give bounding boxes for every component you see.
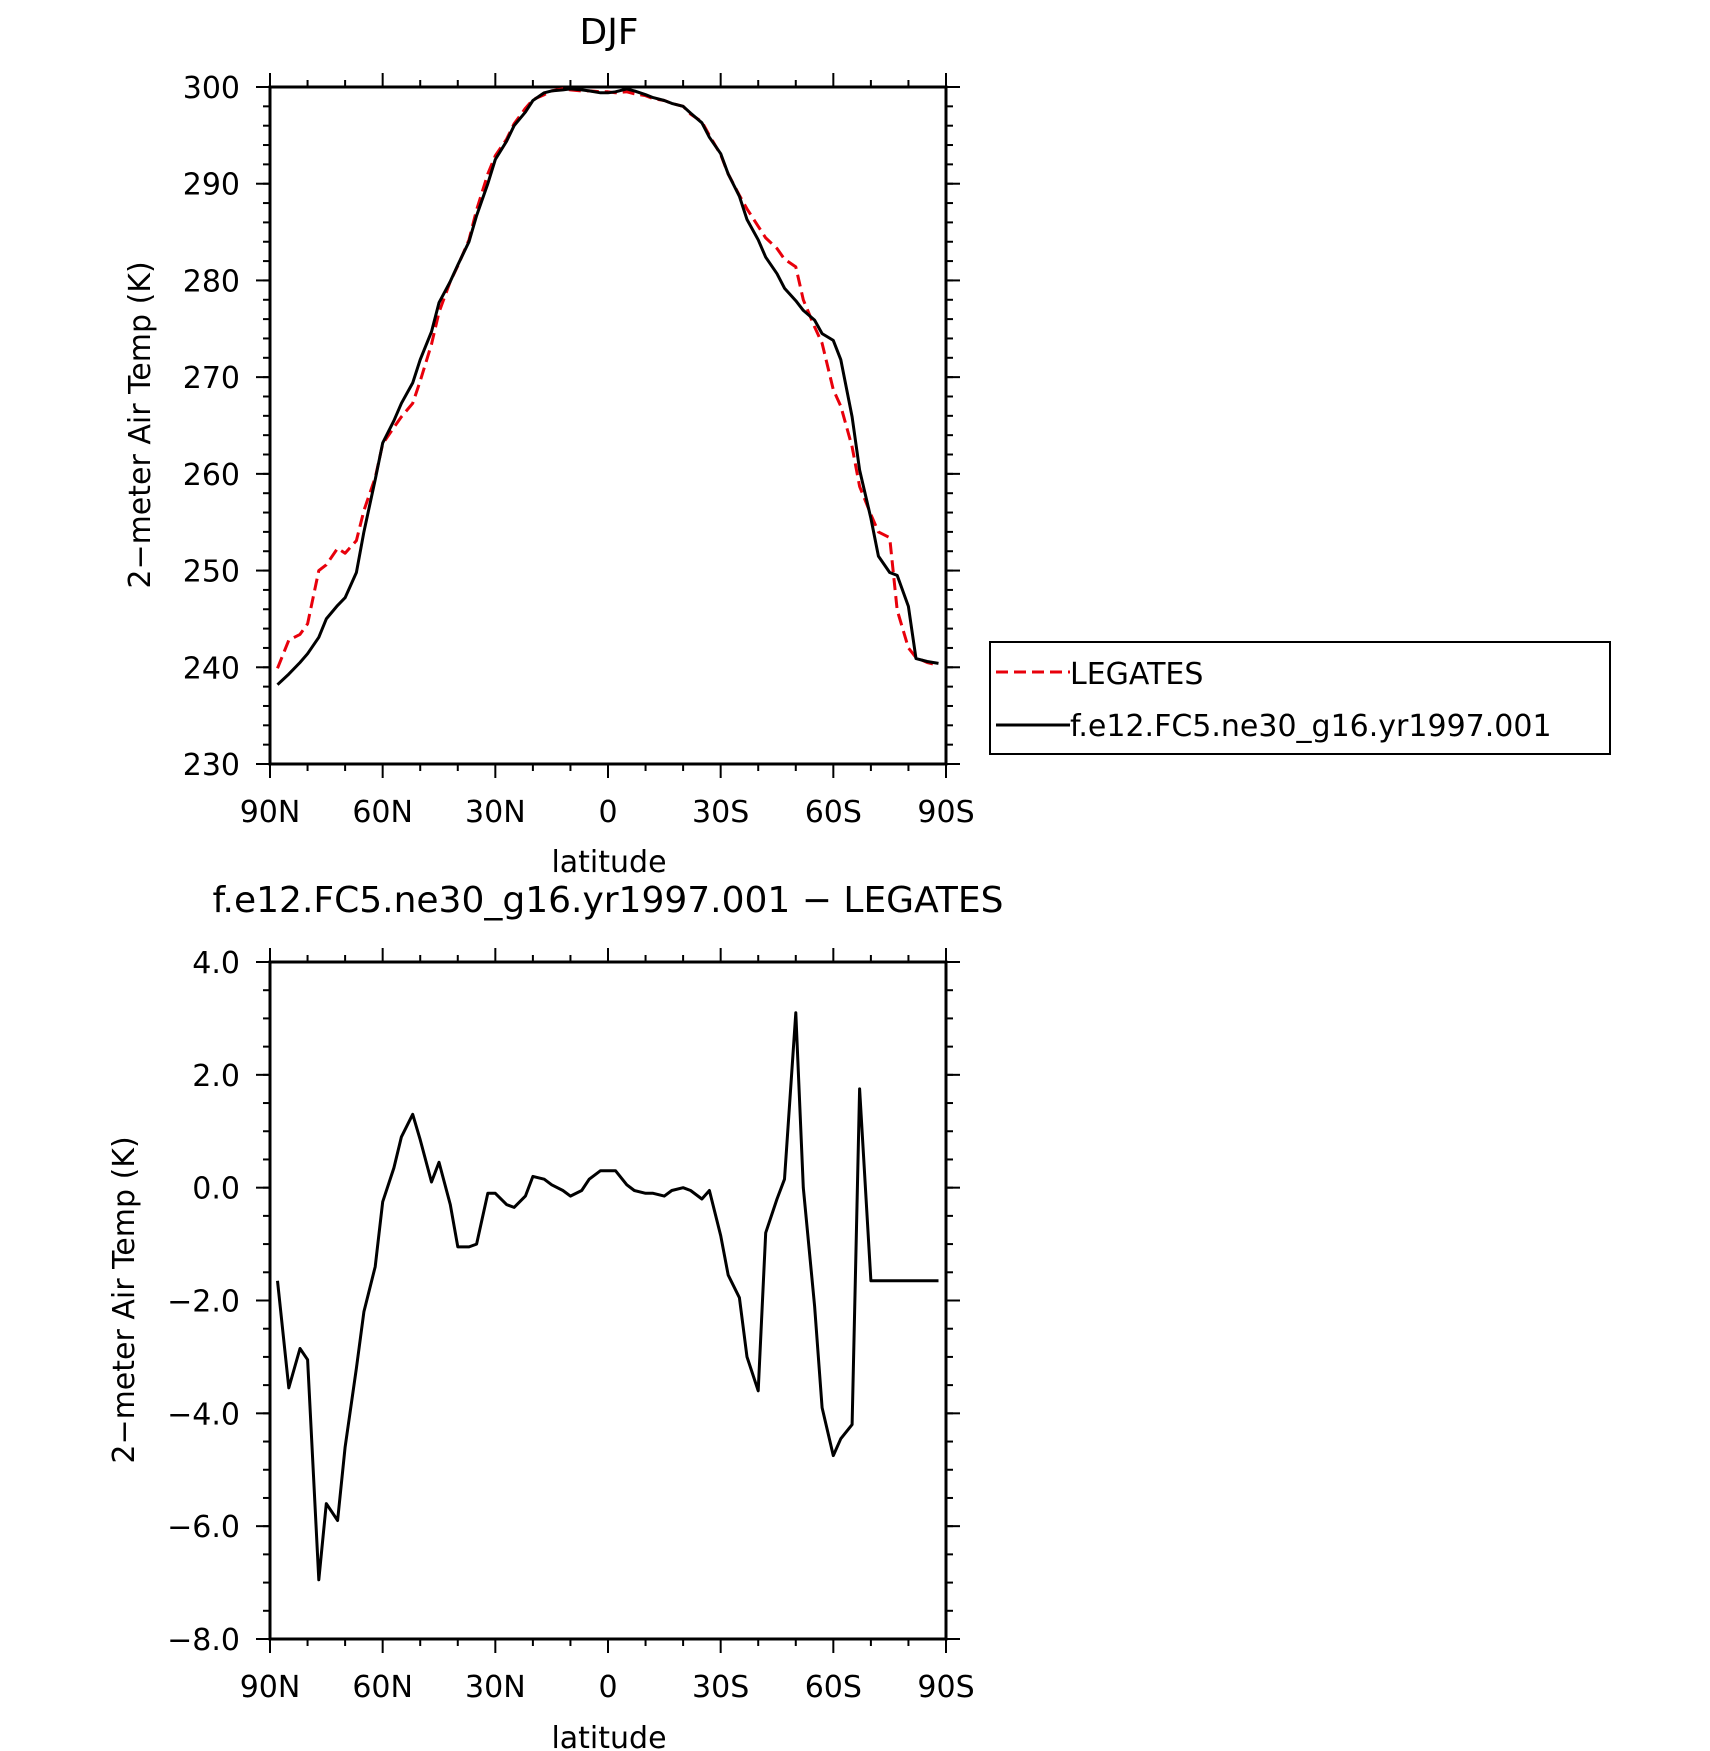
temperature-panel: DJF 90N 60N 30N 0 30S 60S 90S 230 240 250 260 270 28… — [123, 12, 1611, 880]
x-tick-label: 90S — [917, 795, 974, 830]
y-tick-label: 300 — [183, 71, 240, 106]
y-tick-label: 250 — [183, 555, 240, 590]
x-tick-label: 30S — [692, 795, 749, 830]
y-axis-label: 2−meter Air Temp (K) — [107, 1136, 142, 1463]
x-axis-label: latitude — [551, 1721, 666, 1751]
axis-ticks: 90N 60N 30N 0 30S 60S 90S 230 240 250 260 270 280 290… — [183, 71, 975, 830]
series-group — [276, 87, 939, 686]
plot-frame — [268, 960, 948, 1641]
legend: LEGATES f.e12.FC5.ne30_g16.yr1997.001 — [989, 641, 1611, 755]
chart-title: DJF — [579, 12, 638, 53]
y-tick-label: 0.0 — [192, 1172, 240, 1207]
y-tick-label: −2.0 — [167, 1285, 240, 1320]
x-tick-label: 90N — [240, 795, 301, 830]
x-tick-label: 30N — [465, 1670, 526, 1705]
y-tick-label: −4.0 — [167, 1397, 240, 1432]
y-tick-label: −8.0 — [167, 1623, 240, 1658]
legend-box — [989, 641, 1611, 755]
x-tick-label: 90S — [917, 1670, 974, 1705]
x-tick-label: 90N — [240, 1670, 301, 1705]
y-tick-label: 290 — [183, 168, 240, 203]
y-tick-label: 280 — [183, 264, 240, 299]
x-tick-label: 30S — [692, 1670, 749, 1705]
x-tick-label: 30N — [465, 795, 526, 830]
y-axis-label: 2−meter Air Temp (K) — [123, 261, 158, 588]
series-group — [276, 1011, 939, 1582]
legend-label-legates: LEGATES — [1070, 657, 1203, 692]
y-tick-label: 230 — [183, 748, 240, 783]
x-tick-label: 0 — [598, 1670, 617, 1705]
x-tick-label: 60S — [805, 795, 862, 830]
series-line-0 — [276, 1011, 939, 1582]
legend-label-model: f.e12.FC5.ne30_g16.yr1997.001 — [1070, 709, 1552, 744]
x-axis-label: latitude — [551, 845, 666, 880]
y-tick-label: −6.0 — [167, 1510, 240, 1545]
difference-panel: f.e12.FC5.ne30_g16.yr1997.001 − LEGATES … — [107, 880, 1004, 1751]
axis-ticks: 90N 60N 30N 0 30S 60S 90S −8.0 −6.0 −4.0 −2.0 0.0 2.… — [167, 946, 974, 1705]
y-tick-label: 2.0 — [192, 1059, 240, 1094]
series-line-1 — [276, 87, 939, 686]
x-tick-label: 60N — [352, 1670, 413, 1705]
y-tick-label: 270 — [183, 361, 240, 396]
x-tick-label: 60S — [805, 1670, 862, 1705]
x-tick-label: 0 — [598, 795, 617, 830]
y-tick-label: 260 — [183, 458, 240, 493]
x-tick-label: 60N — [352, 795, 413, 830]
y-tick-label: 240 — [183, 651, 240, 686]
y-tick-label: 4.0 — [192, 946, 240, 981]
chart-title: f.e12.FC5.ne30_g16.yr1997.001 − LEGATES — [212, 880, 1003, 921]
series-line-0 — [276, 87, 939, 669]
plot-frame — [268, 85, 948, 766]
